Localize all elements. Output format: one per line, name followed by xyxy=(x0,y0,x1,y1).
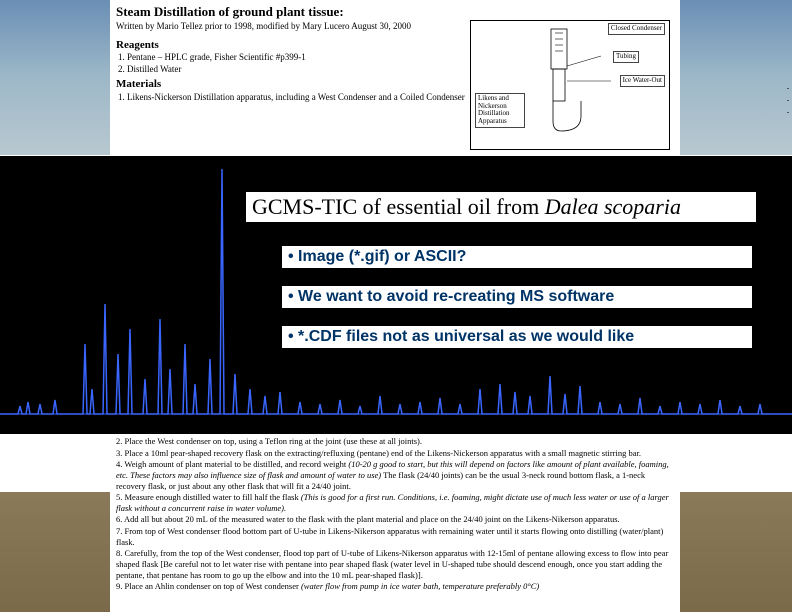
procedure-step: 2. Place the West condenser on top, usin… xyxy=(116,436,674,447)
bullets-list: • Image (*.gif) or ASCII? • We want to a… xyxy=(282,246,752,366)
chrom-title-species: Dalea scoparia xyxy=(545,194,681,219)
bullet-text: *.CDF files not as universal as we would… xyxy=(298,328,634,345)
apparatus-diagram: Closed Condenser Tubing Ice Water-Out Li… xyxy=(470,20,670,150)
bullet-text: We want to avoid re-creating MS software xyxy=(298,288,614,305)
procedure-step: 9. Place an Ahlin condenser on top of We… xyxy=(116,581,674,592)
bullet-text: Image (*.gif) or ASCII? xyxy=(298,248,466,265)
diagram-label-main: Likens and Nickerson Distillation Appara… xyxy=(475,93,525,128)
diagram-label-tubing: Tubing xyxy=(613,51,639,63)
diagram-label-water: Ice Water-Out xyxy=(620,75,665,87)
tick xyxy=(787,100,789,101)
tick xyxy=(787,112,789,113)
protocol-title: Steam Distillation of ground plant tissu… xyxy=(116,4,674,20)
tick xyxy=(787,88,789,89)
protocol-document: Steam Distillation of ground plant tissu… xyxy=(110,0,680,156)
procedure-step: 7. From top of West condenser flood bott… xyxy=(116,526,674,547)
chrom-title-pre: GCMS-TIC of essential oil from xyxy=(252,194,545,219)
bullet-row: • *.CDF files not as universal as we wou… xyxy=(282,326,752,348)
chromatogram-panel: GCMS-TIC of essential oil from Dalea sco… xyxy=(0,156,792,434)
bullet-dot: • xyxy=(288,288,298,305)
bullet-row: • Image (*.gif) or ASCII? xyxy=(282,246,752,268)
procedure-step: 3. Place a 10ml pear-shaped recovery fla… xyxy=(116,448,674,459)
procedure-step: 4. Weigh amount of plant material to be … xyxy=(116,459,674,491)
procedure-document: 2. Place the West condenser on top, usin… xyxy=(110,434,680,612)
diagram-label-condenser: Closed Condenser xyxy=(608,23,665,35)
procedure-step: 6. Add all but about 20 mL of the measur… xyxy=(116,514,674,525)
bullet-dot: • xyxy=(288,248,298,265)
procedure-step: 5. Measure enough distilled water to fil… xyxy=(116,492,674,513)
bullet-dot: • xyxy=(288,328,298,345)
chromatogram-title: GCMS-TIC of essential oil from Dalea sco… xyxy=(246,192,756,222)
bullet-row: • We want to avoid re-creating MS softwa… xyxy=(282,286,752,308)
procedure-step: 8. Carefully, from the top of the West c… xyxy=(116,548,674,580)
